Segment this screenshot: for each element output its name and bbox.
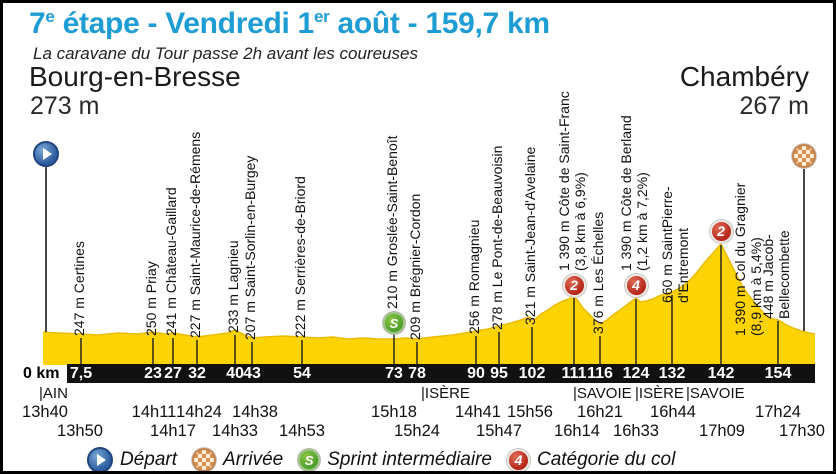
department-label: |SAVOIE [573, 385, 632, 402]
km-tick-label: 132 [658, 365, 686, 382]
depart-icon [33, 141, 59, 167]
finish-city: Chambéry [679, 61, 809, 92]
depart-icon [87, 447, 113, 471]
legend-item-arrivee: Arrivée [192, 448, 284, 471]
legend-label: Sprint intermédiaire [327, 449, 492, 470]
legend-label: Catégorie du col [536, 449, 676, 470]
category-4-icon: 4 [624, 273, 648, 297]
arrivee-icon [192, 448, 217, 471]
km-tick-label: 102 [518, 365, 546, 382]
finish-icon [792, 144, 816, 168]
legend-item-sprint: S Sprint intermédiaire [298, 449, 492, 471]
time-label: 14h38 [232, 403, 278, 421]
km-tick-label: 32 [188, 365, 206, 382]
time-label: 16h14 [554, 422, 600, 440]
km-tick-label: 27 [164, 365, 182, 382]
time-label: 15h56 [507, 403, 553, 421]
legend-item-depart: Départ [87, 447, 178, 471]
km-tick-label: 7,5 [69, 365, 93, 382]
km-tick-label: 142 [707, 365, 735, 382]
start-elevation: 273 m [30, 92, 100, 120]
play-glyph [43, 148, 52, 160]
km-tick-label: 23 [144, 365, 162, 382]
time-label: 13h40 [22, 403, 68, 421]
km-tick-label: 90 [467, 365, 485, 382]
km-tick-label: 43 [243, 365, 261, 382]
time-label: 15h47 [476, 422, 522, 440]
time-label: 14h17 [150, 422, 196, 440]
time-label: 13h50 [57, 422, 103, 440]
origin-km-label: 0 km [23, 365, 60, 382]
time-label: 14h11 [131, 403, 177, 421]
waypoint-label: 376 m Les Échelles [590, 211, 606, 334]
km-tick-label: 73 [385, 365, 403, 382]
elevation-area [43, 244, 815, 365]
km-tick-label: 54 [293, 365, 311, 382]
time-label: 15h24 [394, 422, 440, 440]
km-axis-strip: 7,5 23 27 32 40 43 54 73 78 90 95 102 111 116 124 132 14… [67, 364, 815, 383]
finish-elevation: 267 m [739, 92, 809, 120]
time-label: 14h41 [455, 403, 501, 421]
km-tick-label: 111 [561, 365, 587, 382]
legend-item-category: 4 Catégorie du col [506, 448, 676, 471]
time-label: 16h44 [650, 403, 696, 421]
stage-subtitle: La caravane du Tour passe 2h avant les c… [33, 44, 418, 63]
legend-label: Arrivée [223, 449, 284, 470]
elevation-topline [42, 242, 816, 340]
time-label: 17h30 [779, 422, 825, 440]
sprint-icon: S [298, 449, 321, 471]
time-label: 17h09 [699, 422, 745, 440]
department-label: |SAVOIE [686, 385, 745, 402]
legend-label: Départ [120, 449, 178, 470]
km-tick-label: 124 [622, 365, 650, 382]
km-tick-label: 40 [226, 365, 244, 382]
time-label: 16h21 [577, 403, 623, 421]
department-label: |ISÈRE [421, 385, 470, 402]
km-tick-label: 78 [408, 365, 426, 382]
department-label: |AIN [39, 385, 68, 402]
department-label: |ISÈRE [635, 385, 684, 402]
category-2-icon: 2 [562, 273, 586, 297]
sprint-icon: S [383, 312, 405, 334]
category-icon: 4 [506, 448, 530, 471]
stage-title: 7e étape - Vendredi 1er août - 159,7 km [29, 7, 550, 40]
time-label: 17h24 [755, 403, 801, 421]
time-label: 14h33 [212, 422, 258, 440]
waypoint-label: 448 m Jacob- Bellecombette [760, 230, 792, 319]
time-label: 14h53 [279, 422, 325, 440]
time-label: 16h33 [613, 422, 659, 440]
category-2-icon: 2 [709, 219, 733, 243]
km-tick-label: 116 [587, 365, 613, 382]
time-label: 14h24 [176, 403, 222, 421]
legend: Départ Arrivée S Sprint intermédiaire 4 … [87, 447, 676, 471]
time-label: 15h18 [371, 403, 417, 421]
km-tick-label: 95 [490, 365, 508, 382]
start-city: Bourg-en-Bresse [29, 61, 241, 92]
km-tick-label: 154 [764, 365, 792, 382]
elevation-profile-svg [42, 167, 816, 365]
